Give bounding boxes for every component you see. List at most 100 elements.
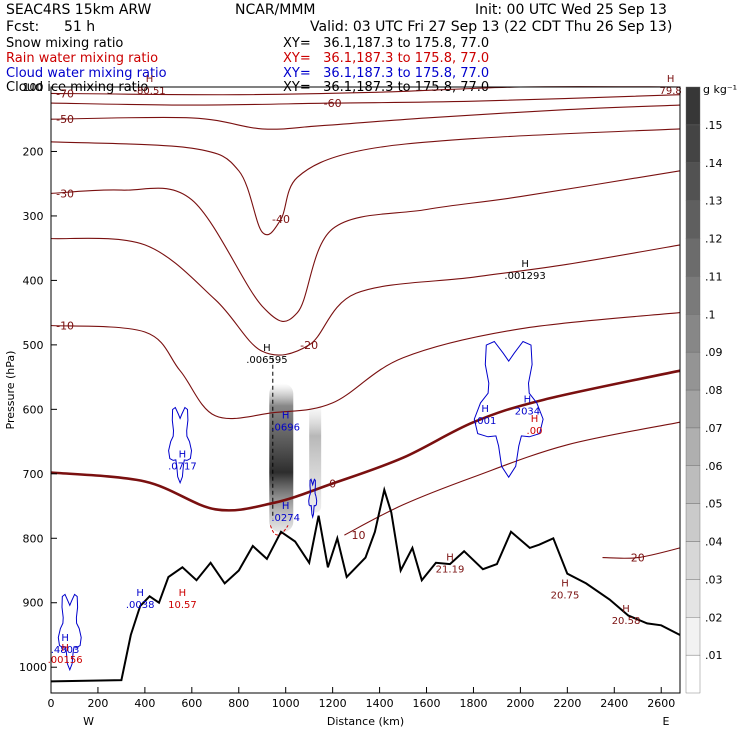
extremum-marker: H bbox=[561, 578, 569, 589]
x-tick-label: 1600 bbox=[413, 697, 441, 710]
isotherm-label: -40 bbox=[272, 213, 290, 226]
extremum-value: 20.58 bbox=[612, 616, 641, 627]
cloud-ice-shading bbox=[269, 383, 322, 532]
isotherm-label: 20 bbox=[631, 552, 645, 565]
cloud-water-contours bbox=[57, 340, 544, 672]
colorbar-swatch bbox=[685, 617, 701, 656]
field-xy-cloud-water: XY= 36.1,187.3 to 175.8, 77.0 bbox=[283, 66, 490, 81]
extremum-value: .00156 bbox=[48, 655, 83, 666]
x-tick-label: 1800 bbox=[459, 697, 487, 710]
colorbar-swatch bbox=[685, 200, 701, 239]
extremum-value: .0038 bbox=[126, 600, 155, 611]
ice-plume-main bbox=[269, 383, 294, 532]
x-tick-label: 600 bbox=[181, 697, 202, 710]
colorbar-tick-label: .03 bbox=[705, 573, 723, 586]
extremum-marker: H bbox=[179, 449, 187, 460]
terrain-line bbox=[50, 486, 681, 683]
colorbar-tick-label: .07 bbox=[705, 422, 723, 435]
fcst-value: 51 h bbox=[64, 19, 96, 35]
colorbar-tick-label: .04 bbox=[705, 536, 723, 549]
plot-frame bbox=[50, 86, 681, 694]
field-name-rain: Rain water mixing ratio bbox=[6, 51, 159, 66]
extremum-marker: H bbox=[521, 259, 529, 270]
extremum-value: 79.8 bbox=[659, 86, 681, 97]
terrain-profile bbox=[50, 486, 681, 683]
y-tick-label: 600 bbox=[23, 403, 44, 416]
field-name-cloud-water: Cloud water mixing ratio bbox=[6, 66, 167, 81]
x-tick-label: 800 bbox=[228, 697, 249, 710]
ice-plume-secondary bbox=[309, 402, 322, 513]
isotherm-label: -60 bbox=[324, 97, 342, 110]
extremum-value: .001293 bbox=[504, 271, 545, 282]
extremum-marker: H bbox=[263, 343, 271, 354]
rain-contour bbox=[269, 525, 289, 536]
colorbar-swatch bbox=[685, 351, 701, 391]
extremum-marker: H bbox=[179, 588, 187, 599]
isotherm--40 bbox=[50, 128, 681, 236]
extremum-value: 20.75 bbox=[551, 590, 580, 601]
isotherm--50 bbox=[50, 104, 681, 130]
x-tick-label: 2200 bbox=[553, 697, 581, 710]
colorbar-tick-label: .15 bbox=[705, 119, 723, 132]
y-tick-label: 900 bbox=[23, 597, 44, 610]
field-xy-snow: XY= 36.1,187.3 to 175.8, 77.0 bbox=[283, 36, 490, 51]
east-endpoint-label: E bbox=[662, 715, 669, 728]
extremum-marker: H bbox=[282, 501, 290, 512]
isotherm-label: 0 bbox=[329, 477, 336, 490]
isotherm-label: -10 bbox=[56, 320, 74, 333]
colorbar-swatch bbox=[685, 314, 701, 353]
extremum-value: 21.19 bbox=[436, 565, 465, 576]
extremum-value: .0274 bbox=[271, 513, 300, 524]
fcst-label: Fcst: bbox=[6, 19, 40, 35]
colorbar-swatch bbox=[685, 579, 701, 618]
y-tick-label: 1000 bbox=[19, 661, 47, 674]
y-tick-label: 800 bbox=[23, 532, 44, 545]
extremum-marker: H bbox=[282, 411, 290, 422]
isotherm-label: 10 bbox=[351, 529, 365, 542]
x-tick-label: 1400 bbox=[366, 697, 394, 710]
isotherm-10 bbox=[344, 421, 681, 536]
colorbar-swatch bbox=[685, 238, 701, 277]
colorbar-tick-label: .02 bbox=[705, 611, 723, 624]
colorbar-swatch bbox=[685, 541, 701, 580]
x-tick-label: 2600 bbox=[647, 697, 675, 710]
colorbar-swatch bbox=[685, 427, 701, 466]
extremum-marker: H bbox=[667, 74, 675, 85]
org-label: NCAR/MMM bbox=[235, 2, 316, 18]
cloud-water-contour bbox=[473, 340, 544, 479]
extremum-marker: H bbox=[146, 74, 154, 85]
colorbar-tick-label: .13 bbox=[705, 195, 723, 208]
x-tick-label: 200 bbox=[87, 697, 108, 710]
extremum-marker: H bbox=[524, 395, 532, 406]
isotherm-label: -70 bbox=[56, 87, 74, 100]
y-tick-label: 100 bbox=[23, 81, 44, 94]
y-tick-label: 700 bbox=[23, 468, 44, 481]
west-endpoint-label: W bbox=[83, 715, 94, 728]
x-tick-label: 2000 bbox=[506, 697, 534, 710]
x-tick-label: 2400 bbox=[600, 697, 628, 710]
extremum-marker: H bbox=[61, 633, 69, 644]
extremum-marker: H bbox=[446, 553, 454, 564]
extremum-value: .006595 bbox=[246, 355, 287, 366]
x-tick-label: 1000 bbox=[272, 697, 300, 710]
extrema-labels: H.006595H.001293H.0717H.0696H.0274H.0038… bbox=[48, 74, 682, 666]
colorbar-tick-label: .11 bbox=[705, 270, 723, 283]
isotherm-0 bbox=[50, 369, 681, 512]
temperature-contours: -70 -60 -50 -40 -30 -20 -10 0 10 20 bbox=[50, 86, 681, 565]
colorbar-swatch bbox=[685, 503, 701, 542]
x-tick-label: 400 bbox=[134, 697, 155, 710]
x-axis-title: Distance (km) bbox=[327, 715, 404, 728]
isotherm--30 bbox=[50, 170, 681, 322]
y-tick-label: 200 bbox=[23, 145, 44, 158]
x-tick-label: 0 bbox=[48, 697, 55, 710]
extremum-value: 2034 bbox=[515, 407, 540, 418]
extremum-marker: H bbox=[622, 604, 630, 615]
colorbar-swatch bbox=[685, 276, 701, 315]
extremum-value: .001 bbox=[474, 416, 496, 427]
isotherm-label: -50 bbox=[56, 113, 74, 126]
colorbar-swatch bbox=[685, 86, 701, 126]
x-tick-label: 1200 bbox=[319, 697, 347, 710]
extremum-value: .0696 bbox=[271, 423, 300, 434]
axes: 0 200 400 600 800 1000 1200 1400 1600 1800 2000 220… bbox=[4, 81, 681, 728]
